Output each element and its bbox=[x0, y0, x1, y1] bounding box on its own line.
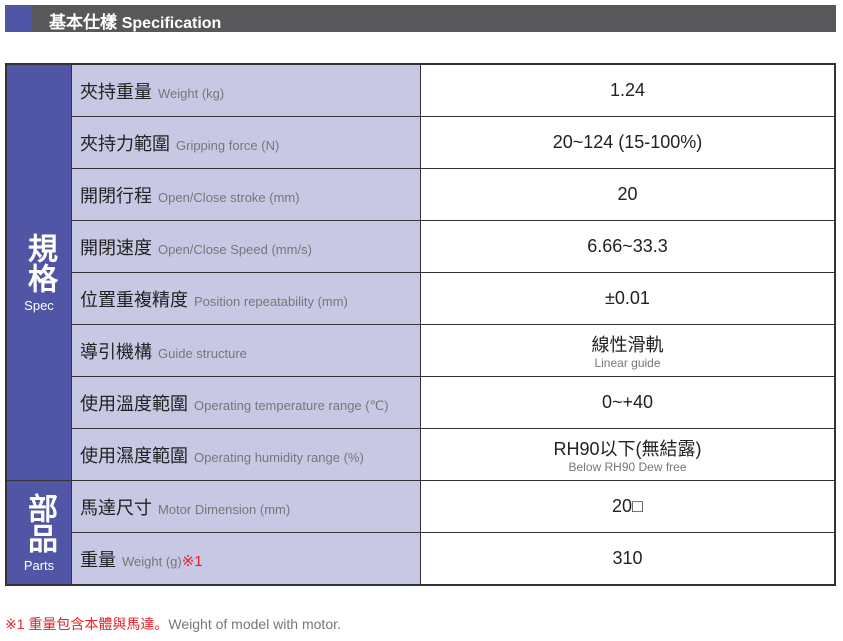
label-zh: 導引機構 bbox=[80, 341, 152, 362]
spec-row: 規格 Spec 夾持重量 Weight (kg) 1.24 bbox=[5, 63, 836, 481]
spec-table: 規格 Spec 夾持重量 Weight (kg) 1.24 夾持力範圍 Gripping f… bbox=[5, 63, 836, 586]
label-en: Open/Close Speed (mm/s) bbox=[158, 241, 312, 257]
header-accent-square bbox=[5, 5, 32, 32]
spec-row: 重量 Weight (g)※1 310 bbox=[6, 532, 836, 586]
group-en: Parts bbox=[23, 557, 55, 573]
spec-value: 線性滑軌 Linear guide bbox=[420, 324, 836, 377]
section-header: 基本仕樣 Specification bbox=[5, 5, 836, 32]
spec-row: 部品 Parts 馬達尺寸 Motor Dimension (mm) 20□ bbox=[5, 480, 836, 586]
label-en: Open/Close stroke (mm) bbox=[158, 189, 300, 205]
label-en: Weight (g) bbox=[122, 553, 182, 569]
value-text: 0~+40 bbox=[601, 392, 654, 412]
spec-label: 重量 Weight (g)※1 bbox=[71, 532, 421, 586]
spec-row: 使用溫度範圍 Operating temperature range (℃) 0~+… bbox=[6, 376, 836, 429]
label-zh: 夾持重量 bbox=[80, 81, 152, 102]
value-text: RH90以下(無結露) bbox=[553, 439, 702, 459]
group-parts: 部品 Parts bbox=[5, 480, 72, 586]
value-text: 20 bbox=[617, 184, 638, 204]
footnote-en: Weight of model with motor. bbox=[168, 616, 341, 632]
label-zh: 重量 bbox=[80, 549, 116, 570]
group-zh: 部品 bbox=[23, 492, 56, 553]
label-en: Position repeatability (mm) bbox=[194, 293, 348, 309]
group-en: Spec bbox=[24, 297, 54, 313]
label-zh: 使用溫度範圍 bbox=[80, 393, 188, 414]
spec-label: 夾持重量 Weight (kg) bbox=[71, 63, 421, 117]
footnote: ※1 重量包含本體與馬達。Weight of model with motor. bbox=[5, 614, 341, 634]
spec-value: 20□ bbox=[420, 480, 836, 533]
value-sub: Below RH90 Dew free bbox=[568, 460, 687, 474]
label-zh: 使用濕度範圍 bbox=[80, 445, 188, 466]
spec-value: 1.24 bbox=[420, 63, 836, 117]
spec-row: 開閉速度 Open/Close Speed (mm/s) 6.66~33.3 bbox=[6, 220, 836, 273]
spec-label: 使用溫度範圍 Operating temperature range (℃) bbox=[71, 376, 421, 429]
spec-value: ±0.01 bbox=[420, 272, 836, 325]
spec-row: 位置重複精度 Position repeatability (mm) ±0.01 bbox=[6, 272, 836, 325]
spec-row: 使用濕度範圍 Operating humidity range (%) RH90以下… bbox=[6, 428, 836, 481]
section-title: 基本仕樣 Specification bbox=[49, 8, 221, 33]
label-en: Operating temperature range (℃) bbox=[194, 397, 389, 413]
value-text: ±0.01 bbox=[605, 288, 650, 308]
group-spec: 規格 Spec bbox=[5, 63, 72, 481]
label-en: Gripping force (N) bbox=[176, 137, 280, 153]
spec-label: 馬達尺寸 Motor Dimension (mm) bbox=[71, 480, 421, 533]
spec-row: 夾持力範圍 Gripping force (N) 20~124 (15-100%) bbox=[6, 116, 836, 169]
spec-label: 夾持力範圍 Gripping force (N) bbox=[71, 116, 421, 169]
label-en: Motor Dimension (mm) bbox=[158, 501, 291, 517]
value-text: 20□ bbox=[612, 496, 643, 516]
footnote-mark: ※1 bbox=[181, 552, 203, 570]
spec-value: 6.66~33.3 bbox=[420, 220, 836, 273]
value-text: 20~124 (15-100%) bbox=[552, 132, 703, 152]
label-zh: 夾持力範圍 bbox=[80, 133, 170, 154]
label-en: Operating humidity range (%) bbox=[194, 449, 364, 465]
label-zh: 位置重複精度 bbox=[80, 289, 188, 310]
value-text: 310 bbox=[612, 548, 643, 568]
spec-value: 310 bbox=[420, 532, 836, 586]
spec-value: 20 bbox=[420, 168, 836, 221]
spec-value: RH90以下(無結露) Below RH90 Dew free bbox=[420, 428, 836, 481]
footnote-zh: ※1 重量包含本體與馬達。 bbox=[5, 616, 169, 632]
group-zh: 規格 bbox=[23, 232, 56, 293]
spec-label: 位置重複精度 Position repeatability (mm) bbox=[71, 272, 421, 325]
title-en: Specification bbox=[121, 15, 222, 32]
spec-label: 導引機構 Guide structure bbox=[71, 324, 421, 377]
spec-label: 開閉速度 Open/Close Speed (mm/s) bbox=[71, 220, 421, 273]
value-text: 1.24 bbox=[609, 80, 646, 100]
value-text: 線性滑軌 bbox=[591, 335, 664, 355]
spec-value: 20~124 (15-100%) bbox=[420, 116, 836, 169]
label-zh: 開閉行程 bbox=[80, 185, 152, 206]
label-zh: 馬達尺寸 bbox=[80, 497, 152, 518]
spec-label: 使用濕度範圍 Operating humidity range (%) bbox=[71, 428, 421, 481]
spec-label: 開閉行程 Open/Close stroke (mm) bbox=[71, 168, 421, 221]
spec-row: 開閉行程 Open/Close stroke (mm) 20 bbox=[6, 168, 836, 221]
spec-row: 導引機構 Guide structure 線性滑軌 Linear guide bbox=[6, 324, 836, 377]
value-text: 6.66~33.3 bbox=[587, 236, 668, 256]
title-zh: 基本仕樣 bbox=[49, 13, 117, 32]
label-en: Guide structure bbox=[158, 345, 247, 361]
value-sub: Linear guide bbox=[594, 356, 661, 370]
label-zh: 開閉速度 bbox=[80, 237, 152, 258]
spec-value: 0~+40 bbox=[420, 376, 836, 429]
label-en: Weight (kg) bbox=[158, 85, 225, 101]
